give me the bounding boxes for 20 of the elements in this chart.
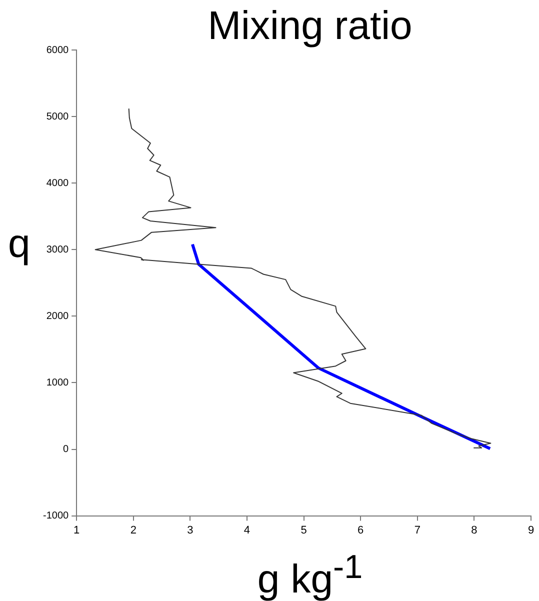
y-tick-label: 1000 [46,377,70,388]
x-tick-label: 3 [187,524,194,536]
x-tick-label: 1 [74,524,80,536]
chart-title: Mixing ratio [206,4,414,48]
y-axis-title: q [8,222,30,266]
y-tick-label: 2000 [46,310,70,322]
x-tick-label: 5 [300,524,307,536]
y-tick-label: 3000 [46,244,70,256]
y-tick-label: -1000 [43,510,70,522]
x-tick-label: 4 [244,524,250,536]
x-tick-label: 8 [471,524,478,536]
y-tick-label: 4000 [46,178,70,189]
x-tick-label: 7 [414,524,420,536]
x-tick-label: 2 [130,524,136,536]
y-tick-label: 5000 [46,111,70,122]
x-tick-label: 9 [528,524,534,536]
x-tick-label: 6 [358,524,364,536]
y-tick-label: 6000 [46,44,70,56]
x-axis-title: g kg$^{-1}$ [256,548,364,601]
y-tick-label: 0 [63,444,70,456]
